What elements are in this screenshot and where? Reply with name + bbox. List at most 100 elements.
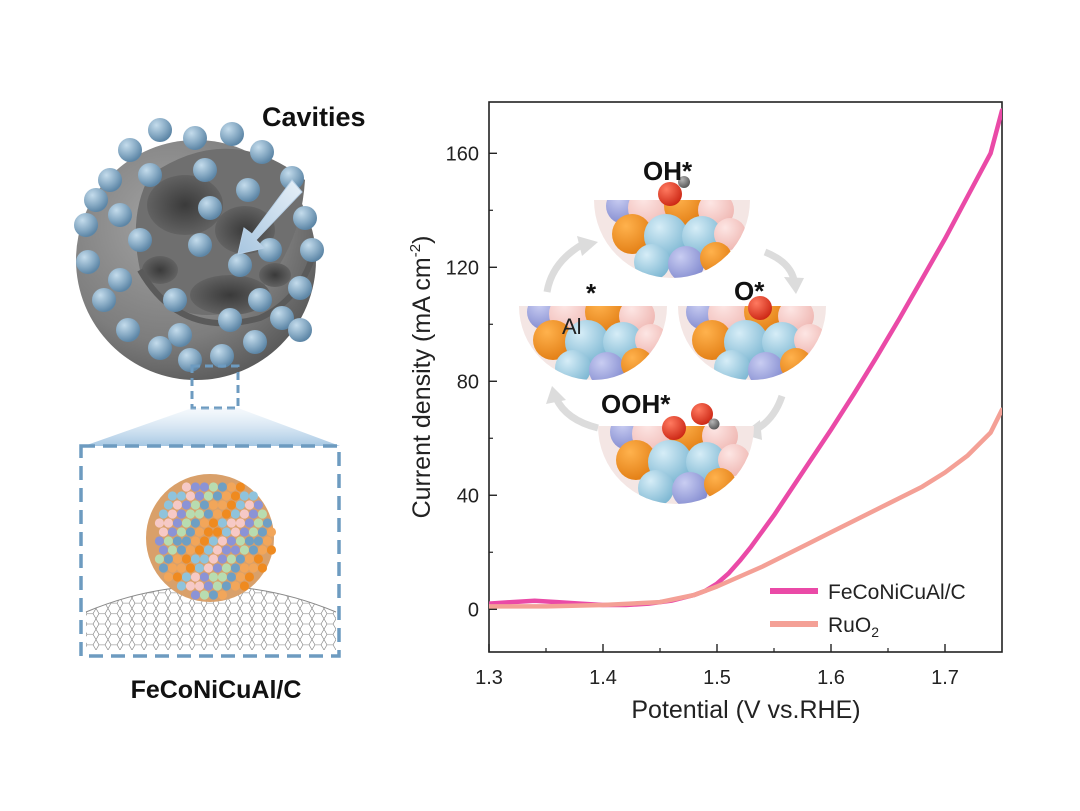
alloy-atom [266, 527, 277, 537]
hydrogen-atom [708, 418, 720, 430]
alloy-atom [221, 581, 232, 591]
alloy-atom [230, 509, 241, 519]
surface-atom [692, 320, 732, 360]
alloy-atom [203, 491, 214, 501]
alloy-atom [185, 527, 196, 537]
alloy-atom [185, 563, 196, 573]
surface-atom [612, 214, 652, 254]
alloy-atom [257, 545, 268, 555]
surface-atom [634, 244, 670, 278]
alloy-atom [266, 545, 277, 555]
alloy-atom [226, 500, 237, 510]
x-tick-label: 1.4 [589, 667, 617, 689]
alloy-atom [199, 536, 210, 546]
alloy-atom [235, 518, 246, 528]
surface-atom [638, 470, 674, 504]
alloy-atom [190, 536, 201, 546]
oxygen-atom [691, 403, 713, 425]
alloy-atom [244, 554, 255, 564]
y-tick-label: 80 [457, 371, 479, 393]
alloy-atom [203, 527, 214, 537]
surface-atom [672, 472, 708, 504]
alloy-atom [176, 563, 187, 573]
alloy-atom [194, 545, 205, 555]
alloy-atom [163, 572, 174, 582]
alloy-atom [199, 590, 210, 600]
oxygen-atom [658, 182, 682, 206]
alloy-atom [194, 563, 205, 573]
hydrogen-atom [678, 176, 690, 188]
oxygen-atom [748, 296, 772, 320]
active-site-star-label: * [586, 278, 597, 308]
surface-atom [748, 352, 784, 380]
alloy-atom [167, 491, 178, 501]
alloy-atom [172, 554, 183, 564]
alloy-atom [221, 563, 232, 573]
alloy-atom [248, 509, 259, 519]
nanoparticle [288, 276, 312, 300]
x-tick-label: 1.7 [931, 667, 959, 689]
alloy-atom [212, 527, 223, 537]
alloy-atom [248, 545, 259, 555]
alloy-atom [248, 491, 259, 501]
alloy-atom [253, 536, 264, 546]
alloy-atom [199, 482, 210, 492]
alloy-atom [199, 500, 210, 510]
surface-atom [704, 468, 736, 500]
ooh-star-label: OOH* [601, 389, 671, 419]
nanoparticle [293, 206, 317, 230]
cycle-arrow [552, 396, 599, 432]
surface-atom [555, 350, 591, 380]
alloy-atom [226, 572, 237, 582]
alloy-atom [208, 518, 219, 528]
surface-atom [700, 242, 732, 274]
alloy-atom [167, 563, 178, 573]
surface-atom [780, 348, 812, 380]
nanoparticle [250, 140, 274, 164]
alloy-atom [212, 509, 223, 519]
alloy-atom [262, 518, 273, 528]
cavity-arrow [237, 179, 303, 255]
y-tick-label: 160 [446, 143, 479, 165]
alloy-atom [248, 527, 259, 537]
alloy-atom [172, 536, 183, 546]
alloy-atom [199, 572, 210, 582]
alloy-atom [190, 500, 201, 510]
alloy-atom [181, 518, 192, 528]
alloy-atom [190, 590, 201, 600]
alloy-atom [181, 500, 192, 510]
o-star-label: O* [734, 276, 765, 306]
legend: FeCoNiCuAl/C RuO2 [770, 581, 966, 640]
alloy-atom [172, 518, 183, 528]
nanoparticle [198, 196, 222, 220]
nanoparticle [243, 330, 267, 354]
nanoparticle [178, 348, 202, 372]
x-tick-label: 1.6 [817, 667, 845, 689]
nanoparticle [98, 168, 122, 192]
alloy-atom [226, 536, 237, 546]
cycle-arrowhead [546, 386, 566, 404]
al-site-label: Al [562, 314, 582, 339]
alloy-atom [185, 581, 196, 591]
nanoparticle [92, 288, 116, 312]
alloy-atom [226, 482, 237, 492]
alloy-atom [257, 563, 268, 573]
alloy-atom [235, 536, 246, 546]
alloy-atom [217, 518, 228, 528]
nanoparticle [183, 126, 207, 150]
zoom-beam [84, 408, 340, 446]
alloy-atom [212, 563, 223, 573]
nanoparticle [218, 308, 242, 332]
alloy-atom [239, 491, 250, 501]
alloy-atom [154, 536, 165, 546]
alloy-atom [158, 545, 169, 555]
nanoparticle [300, 238, 324, 262]
alloy-atom [176, 509, 187, 519]
alloy-atom [203, 545, 214, 555]
alloy-atom [194, 509, 205, 519]
surface-atom [533, 320, 573, 360]
oh-star-label: OH* [643, 156, 693, 186]
x-tick-label: 1.3 [475, 667, 503, 689]
alloy-atom [176, 491, 187, 501]
